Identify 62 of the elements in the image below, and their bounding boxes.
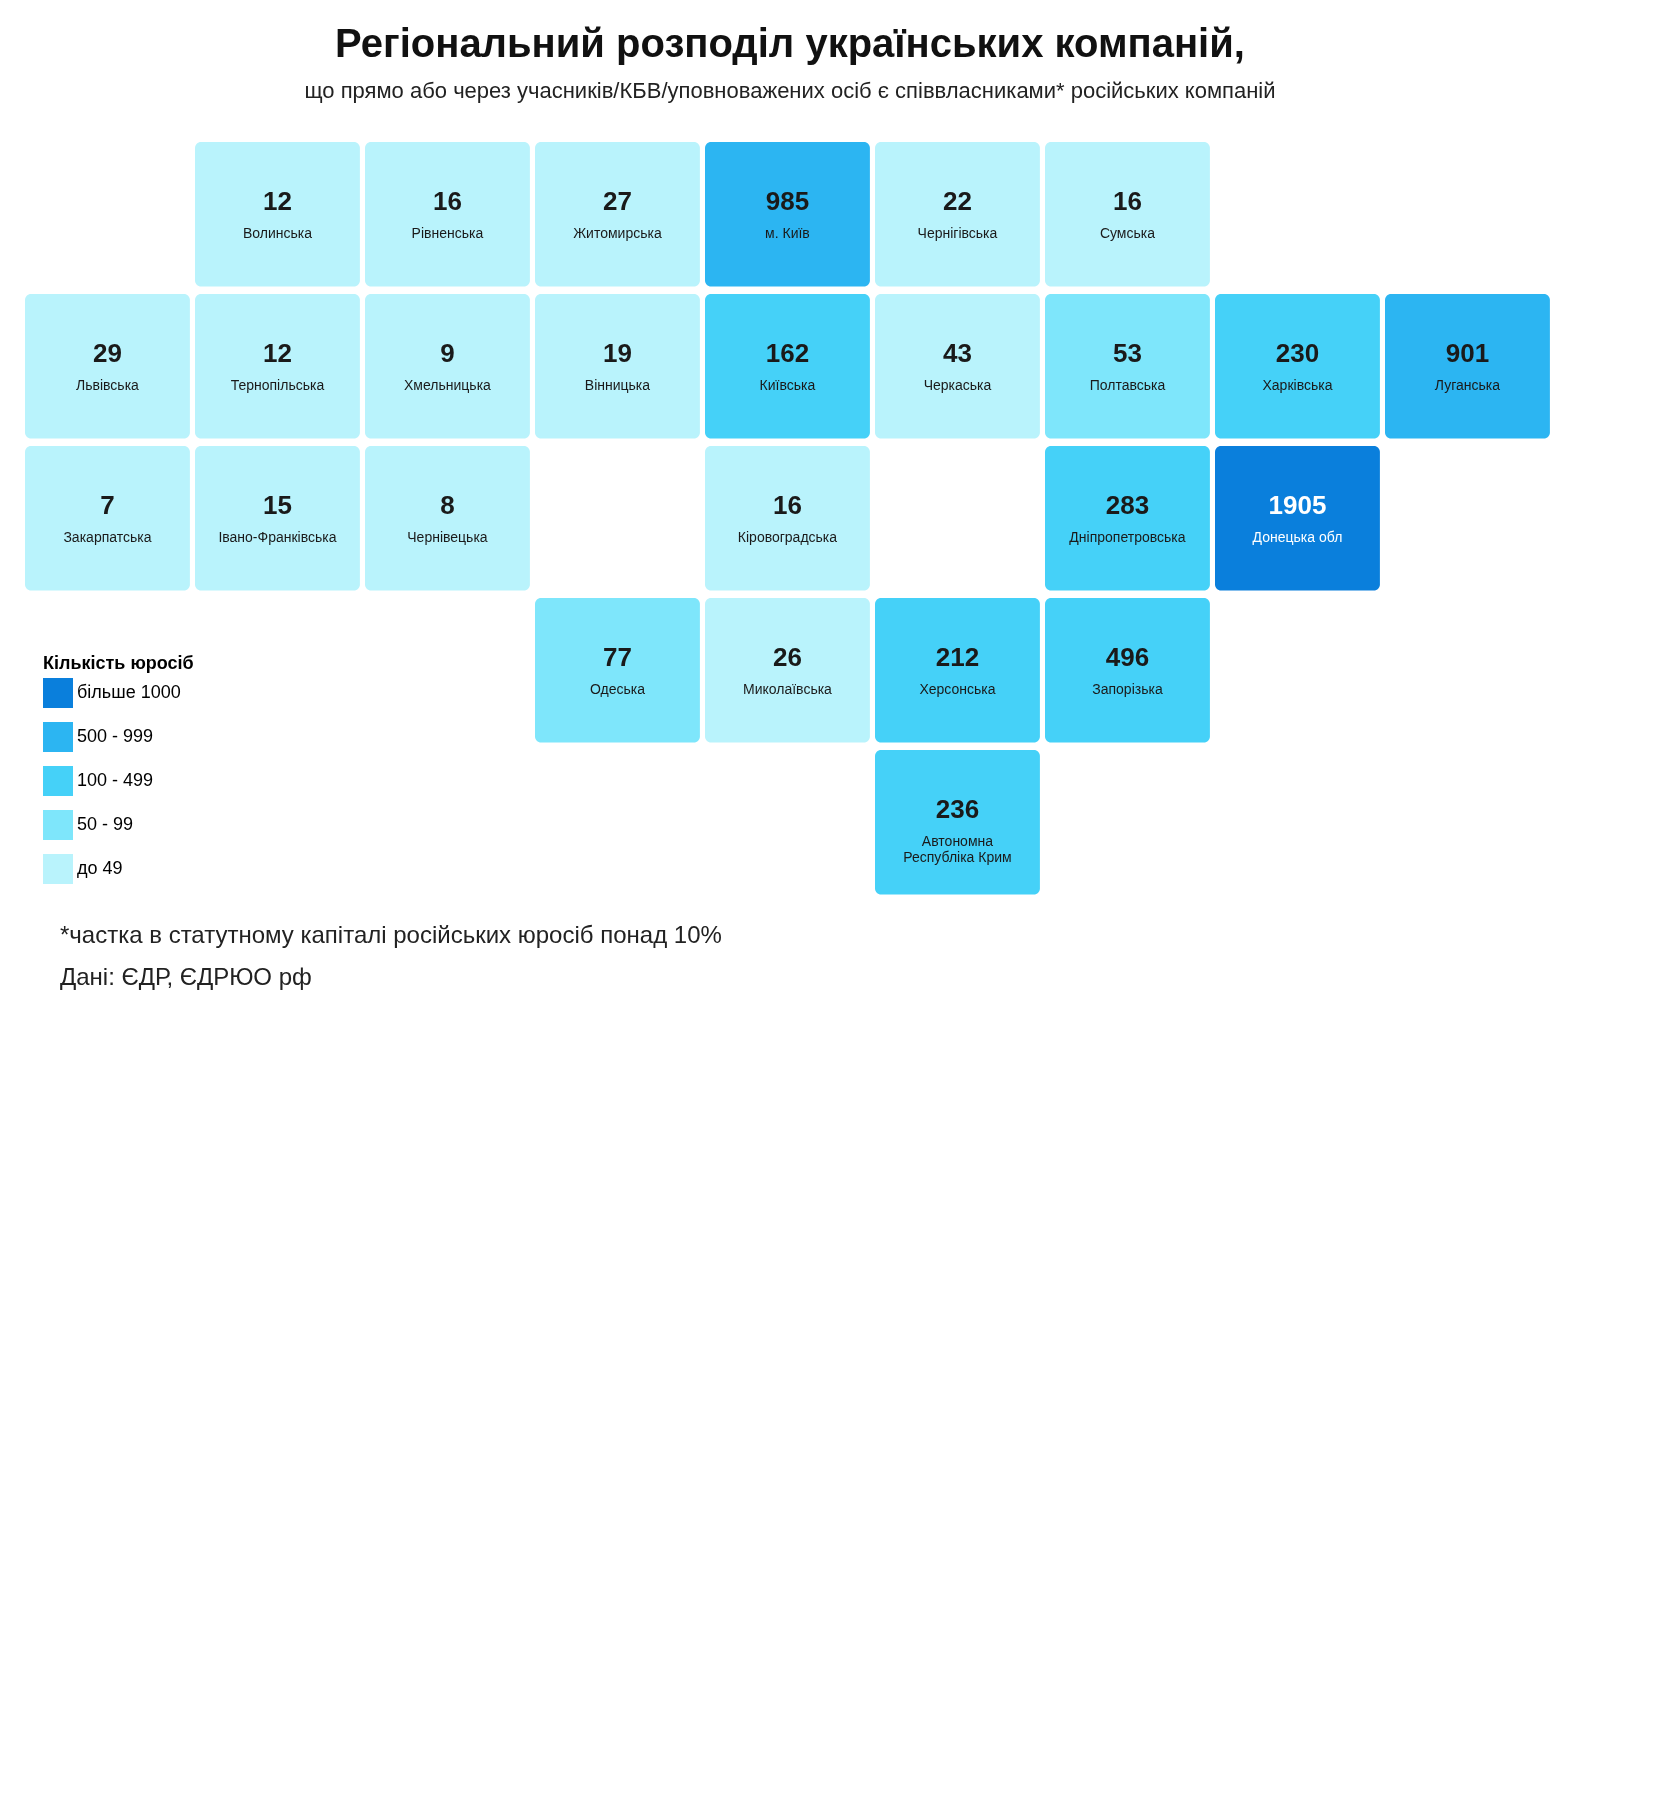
category-label: Рівненська	[411, 225, 484, 242]
data-label: 19	[602, 338, 632, 369]
category-label: Автономна Республіка Крим	[903, 833, 1012, 866]
category-label: Чернігівська	[917, 225, 998, 242]
category-label: Одеська	[589, 681, 646, 698]
category-label: Черкаська	[923, 377, 992, 394]
data-label: 27	[602, 186, 632, 217]
data-label: 53	[1112, 338, 1142, 369]
category-label: Луганська	[1434, 377, 1501, 394]
category-label: м. Київ	[765, 225, 810, 242]
data-label: 16	[1112, 186, 1142, 217]
category-label: Київська	[759, 377, 816, 394]
text: що прямо або через учасників/КБВ/уповноважених осіб є співвласниками* російських компаній	[304, 78, 1276, 103]
data-label: 12	[262, 186, 292, 217]
text: Дані: ЄДР, ЄДРЮО рф	[60, 963, 313, 991]
category-label: Запорізька	[1092, 681, 1163, 698]
category-label: Чернівецька	[407, 529, 488, 546]
data-label: 236	[935, 794, 980, 825]
category-label: Донецька обл	[1252, 529, 1343, 546]
data-label: 8	[440, 490, 455, 521]
category-label: Закарпатська	[63, 529, 152, 546]
category-label: Хмельницька	[404, 377, 492, 394]
data-label: 22	[942, 186, 972, 217]
category-label: Дніпропетровська	[1069, 529, 1186, 546]
data-label: 77	[602, 642, 632, 673]
category-label: Львівська	[76, 377, 140, 394]
category-label: Кіровоградська	[737, 529, 838, 546]
legend-label: 50 - 99	[77, 814, 134, 834]
category-label: Сумська	[1099, 225, 1156, 242]
data-label: 1905	[1268, 490, 1327, 521]
data-label: 12	[262, 338, 292, 369]
data-label: 283	[1105, 490, 1150, 521]
text: Регіональний розподіл українських компаній,	[335, 21, 1245, 65]
category-label: Житомирська	[573, 225, 662, 242]
legend-label: 500 - 999	[77, 726, 154, 746]
data-label: 9	[440, 338, 455, 369]
data-label: 15	[262, 490, 292, 521]
legend-label: 100 - 499	[77, 770, 154, 790]
category-label: Волинська	[242, 225, 313, 242]
category-label: Тернопільська	[230, 377, 325, 394]
data-label: 901	[1445, 338, 1490, 369]
category-label: Вінницька	[584, 377, 651, 394]
data-label: 29	[92, 338, 122, 369]
legend-title: Кількість юросіб	[43, 653, 194, 673]
category-label: Полтавська	[1089, 377, 1166, 394]
category-label: Херсонська	[919, 681, 996, 698]
category-label: Івано-Франківська	[218, 529, 337, 546]
data-label: 212	[935, 642, 980, 673]
data-label: 7	[100, 490, 115, 521]
text: *частка в статутному капіталі російських юросіб понад 10%	[60, 921, 723, 949]
data-label: 43	[942, 338, 972, 369]
data-label: 16	[772, 490, 802, 521]
data-label: 26	[772, 642, 802, 673]
data-label: 162	[765, 338, 810, 369]
legend-label: більше 1000	[77, 682, 181, 702]
legend-label: до 49	[77, 858, 123, 878]
data-label: 985	[765, 186, 810, 217]
data-label: 16	[432, 186, 462, 217]
data-label: 230	[1275, 338, 1320, 369]
category-label: Миколаївська	[743, 681, 833, 698]
data-label: 496	[1105, 642, 1150, 673]
category-label: Харківська	[1262, 377, 1333, 394]
